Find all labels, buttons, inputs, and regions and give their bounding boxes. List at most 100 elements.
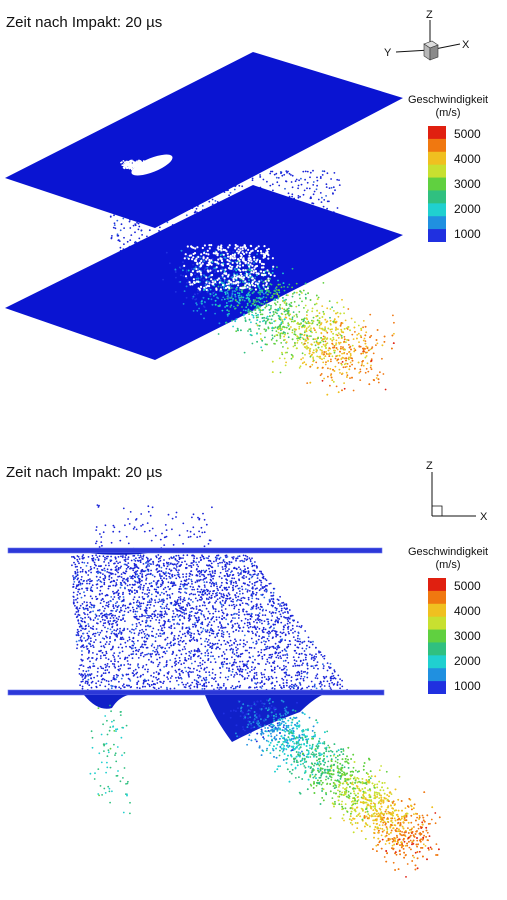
legend-unit: (m/s) [435, 107, 461, 119]
debris-particle [201, 246, 204, 250]
debris-particle [337, 337, 340, 339]
debris-particle [206, 283, 209, 285]
debris-particle [193, 267, 196, 270]
debris-particle [250, 330, 252, 332]
debris-particle [132, 601, 135, 604]
debris-particle [359, 379, 362, 381]
debris-particle [235, 654, 238, 657]
debris-particle [349, 361, 352, 364]
debris-particle [282, 631, 285, 634]
debris-particle [235, 596, 237, 599]
debris-particle [76, 647, 78, 650]
debris-particle [148, 616, 150, 619]
debris-particle [226, 280, 229, 283]
debris-particle [319, 177, 322, 180]
debris-particle [302, 662, 304, 665]
debris-particle [285, 673, 288, 676]
debris-particle [199, 277, 202, 280]
debris-particle [199, 285, 203, 288]
debris-particle [256, 249, 259, 253]
debris-particle [222, 282, 225, 284]
debris-particle [202, 257, 205, 260]
debris-particle [218, 322, 221, 325]
debris-particle [242, 278, 245, 281]
debris-particle [253, 584, 256, 587]
debris-particle [290, 353, 293, 356]
debris-particle [270, 612, 273, 615]
debris-particle [255, 314, 258, 317]
debris-particle [221, 606, 223, 608]
debris-particle [292, 345, 295, 348]
debris-particle [228, 287, 231, 290]
debris-particle [229, 300, 232, 302]
debris-particle [105, 601, 108, 604]
debris-particle [218, 616, 221, 619]
debris-particle [136, 604, 139, 607]
debris-particle [235, 330, 238, 333]
debris-particle [325, 353, 328, 355]
debris-particle [139, 164, 142, 166]
debris-particle [110, 632, 113, 635]
debris-particle [234, 612, 236, 615]
debris-particle [290, 174, 292, 176]
debris-particle [273, 299, 276, 301]
debris-particle [353, 347, 356, 350]
debris-particle [247, 248, 250, 251]
debris-particle [266, 343, 268, 346]
debris-particle [336, 358, 339, 361]
debris-particle [335, 312, 337, 315]
debris-particle [298, 304, 300, 307]
debris-particle [288, 632, 290, 635]
debris-particle [319, 685, 322, 688]
debris-particle [116, 601, 118, 603]
debris-particle [141, 666, 144, 669]
debris-particle [310, 327, 312, 330]
debris-particle [235, 661, 237, 664]
debris-particle [281, 319, 284, 321]
debris-particle [326, 320, 329, 323]
debris-particle [261, 349, 264, 352]
debris-particle [165, 571, 167, 573]
debris-particle [245, 306, 248, 309]
debris-particle [328, 355, 331, 357]
debris-particle [233, 676, 235, 678]
debris-particle [287, 322, 290, 325]
debris-particle [320, 323, 322, 326]
debris-particle [322, 680, 325, 683]
debris-particle [92, 665, 95, 668]
debris-particle [191, 588, 194, 591]
debris-particle [137, 657, 140, 659]
debris-particle [220, 627, 222, 629]
debris-particle [268, 315, 271, 317]
debris-particle [344, 366, 347, 368]
debris-particle [240, 276, 243, 279]
debris-particle [304, 178, 306, 181]
debris-particle [302, 289, 305, 292]
debris-particle [219, 279, 222, 281]
debris-particle [218, 592, 221, 594]
debris-particle [259, 608, 261, 611]
debris-particle [261, 622, 263, 625]
debris-particle [240, 296, 243, 299]
debris-particle [295, 305, 298, 308]
debris-particle [221, 630, 224, 632]
debris-particle [209, 581, 211, 584]
debris-particle [258, 301, 261, 304]
debris-particle [202, 279, 205, 281]
debris-particle [85, 605, 88, 607]
debris-particle [301, 362, 304, 365]
debris-particle [162, 601, 165, 604]
debris-particle [339, 341, 342, 344]
debris-particle [140, 632, 143, 634]
debris-particle [131, 606, 134, 609]
debris-particle [298, 179, 300, 182]
debris-particle [289, 305, 292, 307]
debris-particle [332, 336, 335, 339]
debris-particle [225, 618, 228, 621]
debris-particle [193, 685, 196, 688]
debris-particle [230, 686, 233, 689]
debris-particle [222, 593, 225, 596]
debris-particle [241, 630, 244, 632]
debris-particle [185, 214, 188, 217]
debris-particle [107, 680, 110, 683]
